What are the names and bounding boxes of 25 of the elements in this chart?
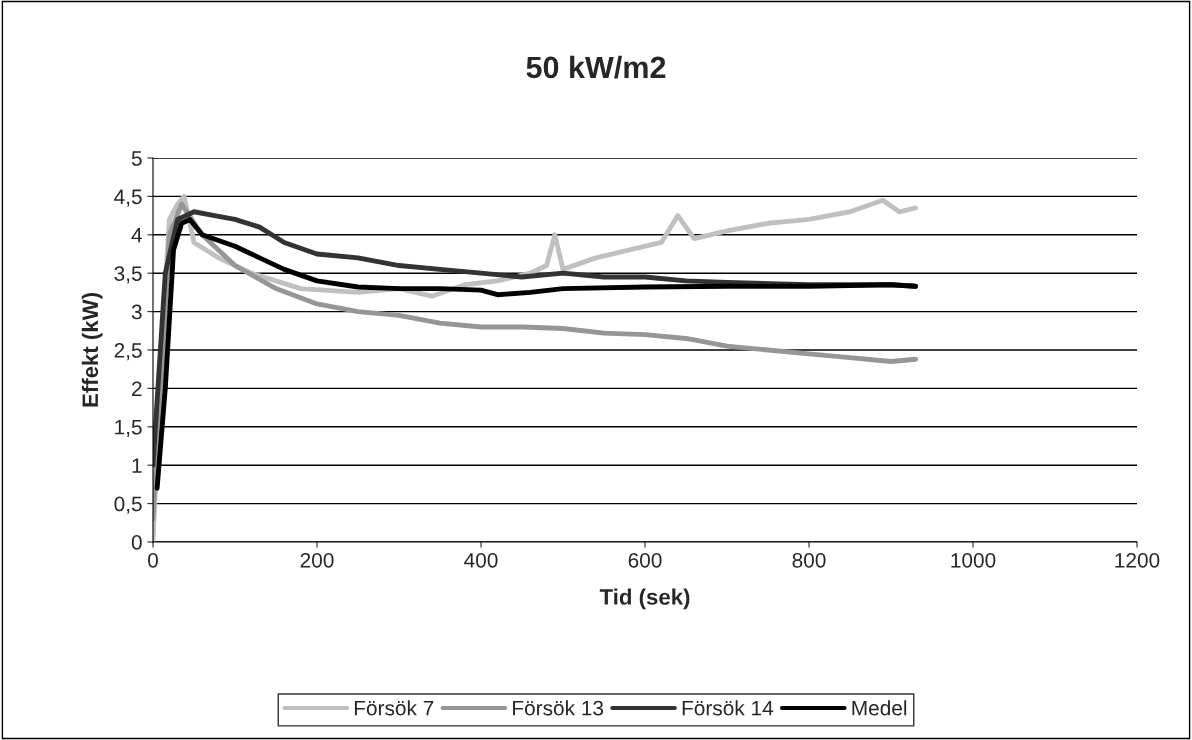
x-tick-label: 600 [628, 552, 662, 568]
x-tick-label: 1200 [1115, 552, 1160, 568]
y-tick-label: 3 [131, 304, 142, 320]
x-tick-label: 800 [792, 552, 826, 568]
legend-label: Försök 13 [513, 700, 604, 716]
y-tick-label: 0,5 [114, 496, 142, 514]
y-tick-label: 4 [131, 228, 142, 243]
x-tick-label: 0 [148, 552, 158, 568]
y-tick-label: 2,5 [114, 343, 142, 361]
legend-label: Försök 14 [682, 700, 774, 716]
x-tick-label: 400 [464, 552, 498, 568]
x-axis-title: Tid (sek) [599, 588, 690, 610]
chart-title: 50 kW/m2 [526, 55, 666, 79]
y-tick-label: 2 [132, 381, 142, 396]
y-tick-label: 0 [131, 535, 142, 550]
legend-label: Medel [852, 700, 907, 716]
y-tick-label: 5 [131, 151, 142, 166]
y-tick-label: 1 [132, 458, 142, 473]
y-axis-title: Effekt (kW) [81, 293, 103, 407]
legend-label: Försök 7 [354, 700, 434, 716]
y-tick-label: 4,5 [114, 189, 142, 207]
x-tick-label: 200 [300, 552, 334, 568]
x-tick-label: 1000 [951, 552, 996, 568]
y-tick-label: 3,5 [114, 266, 142, 284]
y-tick-label: 1,5 [115, 420, 142, 438]
